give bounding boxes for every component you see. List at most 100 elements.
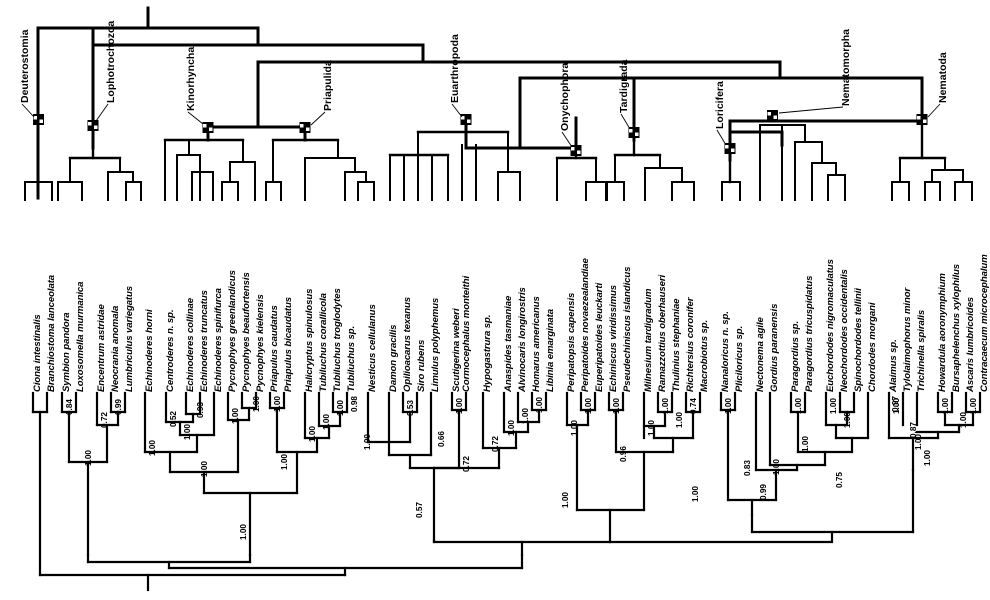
pp-label: 1.00 bbox=[252, 396, 261, 412]
taxon-label: Ascaris lumbricoides bbox=[965, 296, 976, 392]
pp-label: 1.00 bbox=[801, 436, 810, 452]
pp-label: 1.00 bbox=[661, 398, 670, 414]
pp-label: 0.52 bbox=[169, 411, 178, 427]
node-box-euarthropoda bbox=[460, 114, 472, 125]
pp-label: 1.00 bbox=[84, 450, 93, 466]
node-box-nematoda bbox=[916, 114, 928, 125]
clade-label-priapulida: Priapulida bbox=[322, 60, 334, 111]
taxon-label: Echinoderes spinifurca bbox=[213, 288, 224, 392]
taxon-label: Gordius paranensis bbox=[769, 303, 780, 392]
pp-label: 0.84 bbox=[65, 399, 74, 415]
taxon-label: Nesticus cellulanus bbox=[367, 304, 378, 392]
taxon-label: Euchordodes nigromaculatus bbox=[825, 259, 836, 392]
clade-label-nematoda: Nematoda bbox=[937, 52, 949, 103]
pp-label: 0.96 bbox=[619, 446, 628, 462]
node-box-tardigrada bbox=[628, 127, 640, 138]
pp-label: 0.66 bbox=[437, 431, 446, 447]
pp-label: 1.00 bbox=[612, 398, 621, 414]
taxon-label: Alvinocaris longirostris bbox=[517, 287, 528, 392]
pp-label: 0.97 bbox=[891, 396, 900, 412]
taxon-label: Siro rubens bbox=[416, 339, 427, 392]
taxon-label: Richtersius coronifer bbox=[685, 297, 696, 392]
taxon-label: Tubiluchus sp. bbox=[346, 325, 357, 392]
pp-label: 1.00 bbox=[570, 420, 579, 436]
pp-label: 1.00 bbox=[675, 412, 684, 428]
pp-label: 1.00 bbox=[923, 450, 932, 466]
clade-label-tardigrada: Tardigrada bbox=[618, 59, 630, 113]
taxon-label: Thulinius stephaniae bbox=[671, 298, 682, 392]
clade-label-loricifera: Loricifera bbox=[714, 81, 726, 129]
taxon-label: Neocrania anomala bbox=[110, 305, 121, 392]
pp-label: 1.00 bbox=[280, 454, 289, 470]
taxon-label: Contracaecum microcephalum bbox=[979, 254, 990, 392]
taxon-label: Macrobiotus sp. bbox=[699, 319, 710, 392]
taxon-label: Paragordius tricuspidatus bbox=[804, 275, 815, 392]
taxon-label: Ciona intestinalis bbox=[32, 314, 43, 392]
taxon-label: Tubiluchus corallicola bbox=[318, 293, 329, 392]
lower-tree bbox=[31, 391, 982, 592]
taxon-label: Echinoderes collinae bbox=[185, 298, 196, 392]
pp-label: 1.00 bbox=[772, 459, 781, 475]
taxon-label: Paragordius sp. bbox=[790, 320, 801, 392]
clade-label-deuterostomia: Deuterostomia bbox=[19, 29, 31, 103]
taxon-label: Spinochordodes tellinii bbox=[853, 288, 864, 392]
taxon-label: Symbion pandora bbox=[61, 312, 72, 392]
pp-label: 0.99 bbox=[114, 399, 123, 415]
pp-label: 1.00 bbox=[584, 398, 593, 414]
taxon-label: Ramazzottius oberhauseri bbox=[657, 274, 668, 392]
pp-label: 0.53 bbox=[406, 400, 415, 416]
upper-tree bbox=[21, 6, 973, 201]
taxon-label: Chordodes morgani bbox=[867, 302, 878, 392]
taxon-label: Pycnophyes beaufortensis bbox=[241, 272, 252, 392]
node-box-loricifera bbox=[724, 143, 736, 154]
pp-label: 1.00 bbox=[521, 408, 530, 424]
pp-label: 1.00 bbox=[455, 398, 464, 414]
taxon-label: Hypogastrura sp. bbox=[482, 314, 493, 392]
taxon-label: Anaspides tasmaniae bbox=[503, 295, 514, 392]
pp-label: 1.00 bbox=[829, 398, 838, 414]
taxon-label: Pycnophyes kielensis bbox=[255, 294, 266, 392]
taxon-label: Alaimus sp. bbox=[888, 339, 899, 392]
pp-label: 1.00 bbox=[507, 420, 516, 436]
pp-label: 1.00 bbox=[363, 434, 372, 450]
pp-label: 0.99 bbox=[759, 484, 768, 500]
taxon-label: Echinoderes truncatus bbox=[199, 290, 210, 392]
clade-label-onychophora: Onychophora bbox=[559, 62, 571, 131]
taxon-label: Lumbriculus variegatus bbox=[124, 285, 135, 392]
taxon-label: Cormocephalus monteithi bbox=[461, 275, 472, 392]
taxon-label: Libinia emarginata bbox=[545, 309, 556, 392]
pp-label: 1.00 bbox=[308, 426, 317, 442]
node-box-deuterostomia bbox=[33, 114, 44, 125]
node-box-kinorhyncha bbox=[202, 122, 214, 133]
taxon-label: Peripatopsis capensis bbox=[566, 292, 577, 392]
taxon-label: Halicryptus spinulosus bbox=[304, 288, 315, 392]
pp-label: 1.00 bbox=[336, 400, 345, 416]
pp-label: 0.72 bbox=[491, 436, 500, 452]
taxon-label: Centroderes n. sp. bbox=[165, 309, 176, 392]
pp-label: 1.00 bbox=[724, 398, 733, 414]
pp-label: 0.74 bbox=[689, 398, 698, 414]
pp-label: 1.00 bbox=[183, 424, 192, 440]
taxon-label: Homarus americanus bbox=[531, 296, 542, 392]
taxon-label: Trichinella spiralis bbox=[916, 309, 927, 392]
taxon-label: Howardula aoronymphium bbox=[937, 273, 948, 392]
node-box-lophotrochozoa bbox=[87, 120, 99, 131]
taxon-label: Neochordodes occidentalis bbox=[839, 269, 850, 392]
taxon-label: Euperipatoides leuckarti bbox=[594, 282, 605, 392]
pp-label: 0.72 bbox=[100, 412, 109, 428]
taxon-label: Branchiostoma lanceolata bbox=[46, 274, 57, 392]
taxon-label: Peripatoides novaezealandiae bbox=[580, 258, 591, 392]
pp-label: 1.00 bbox=[794, 398, 803, 414]
pp-label: 1.00 bbox=[535, 397, 544, 413]
pp-label: 1.00 bbox=[273, 396, 282, 412]
pp-label: 0.98 bbox=[350, 396, 359, 412]
taxon-label: Pycnophyes greenlandicus bbox=[227, 270, 238, 392]
pp-label: 1.00 bbox=[239, 524, 248, 540]
taxon-label: Damon gracilis bbox=[388, 324, 399, 392]
pp-label: 0.72 bbox=[462, 456, 471, 472]
taxon-label: Echinoderes horni bbox=[144, 309, 155, 392]
clade-label-lophotrochozoa: Lophotrochozoa bbox=[105, 20, 117, 103]
taxon-label: Echiniscus viridissimus bbox=[608, 284, 619, 392]
pp-label: 0.75 bbox=[835, 472, 844, 488]
